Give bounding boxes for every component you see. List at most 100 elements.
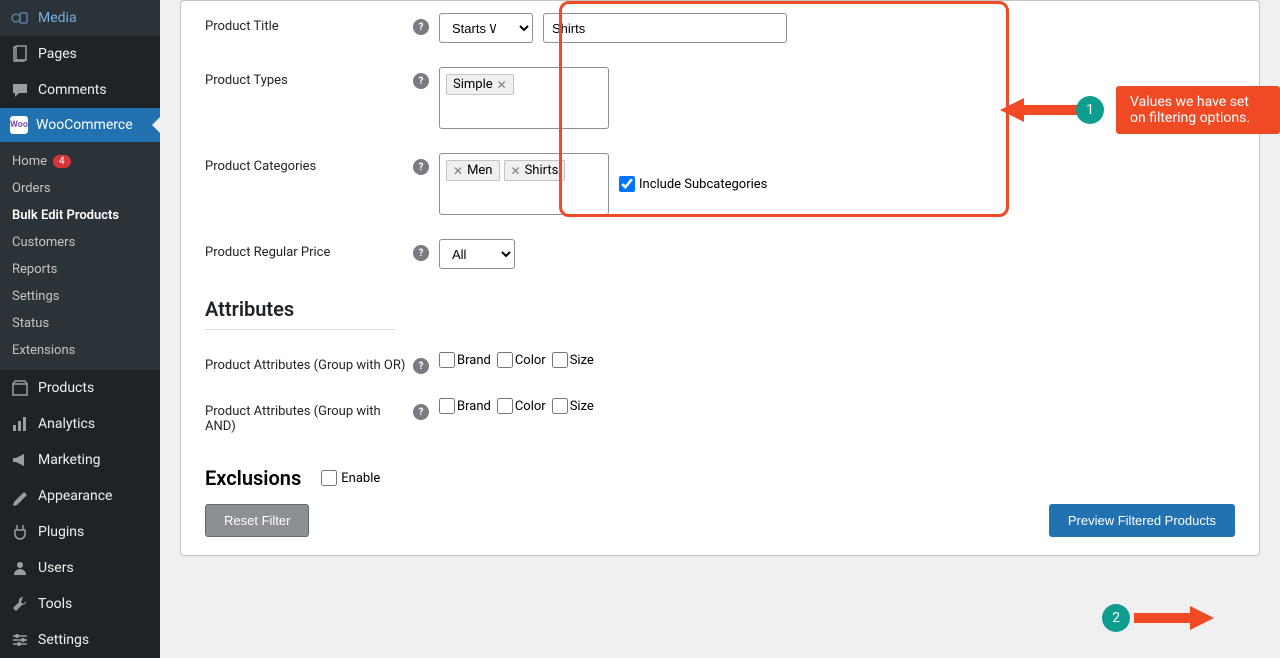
attr-checkbox-color[interactable] [497, 398, 513, 414]
sidebar-item-settings[interactable]: Settings [0, 622, 160, 658]
admin-sidebar: Media Pages Comments Woo WooCommerce Home4… [0, 0, 160, 658]
page-icon [10, 44, 30, 64]
exclusions-enable-checkbox[interactable] [321, 470, 337, 486]
tools-icon [10, 594, 30, 614]
label-product-categories: Product Categories [205, 153, 413, 174]
settings-icon [10, 630, 30, 650]
sidebar-item-label: WooCommerce [36, 117, 133, 133]
submenu-label: Status [12, 316, 49, 331]
filter-buttons-row: Reset Filter Preview Filtered Products [205, 504, 1235, 537]
attr-label: Brand [457, 399, 491, 414]
product-title-mode-select[interactable]: Starts With [439, 13, 533, 43]
tag-men: Men ✕ [446, 160, 500, 181]
submenu-item-settings[interactable]: Settings [0, 283, 160, 310]
tag-label: Shirts [525, 163, 559, 178]
row-attributes-and: Product Attributes (Group with AND) ? Br… [205, 386, 1235, 446]
attr-checkbox-size[interactable] [552, 352, 568, 368]
exclusions-enable-label: Enable [341, 471, 380, 486]
preview-filtered-button[interactable]: Preview Filtered Products [1049, 504, 1235, 537]
attr-checkbox-brand[interactable] [439, 398, 455, 414]
include-subcategories-checkbox-wrap[interactable]: Include Subcategories [619, 176, 767, 192]
product-title-input[interactable] [543, 13, 787, 43]
help-icon[interactable]: ? [413, 358, 429, 374]
attr-checkbox-brand[interactable] [439, 352, 455, 368]
attr-checkbox-size[interactable] [552, 398, 568, 414]
row-product-categories: Product Categories ? Men ✕ Shirts ✕ Include… [205, 141, 1235, 227]
attr-checkbox-color[interactable] [497, 352, 513, 368]
sidebar-item-label: Pages [38, 46, 77, 62]
attributes-heading: Attributes [205, 297, 1235, 329]
attr-label: Brand [457, 353, 491, 368]
woocommerce-icon: Woo [10, 116, 28, 134]
label-product-types: Product Types [205, 67, 413, 88]
attr-label: Size [570, 353, 594, 368]
arrow-right-icon [1134, 604, 1214, 632]
submenu-item-bulk-edit-products[interactable]: Bulk Edit Products [0, 202, 160, 229]
row-product-title: Product Title ? Starts With [205, 1, 1235, 55]
sidebar-item-users[interactable]: Users [0, 550, 160, 586]
sidebar-item-label: Plugins [38, 524, 84, 540]
sidebar-item-label: Users [38, 560, 74, 576]
reset-filter-button[interactable]: Reset Filter [205, 504, 309, 537]
attr-option-brand[interactable]: Brand [439, 398, 491, 414]
sidebar-item-label: Media [38, 10, 77, 26]
sidebar-item-products[interactable]: Products [0, 370, 160, 406]
include-subcategories-checkbox[interactable] [619, 176, 635, 192]
tag-label: Men [467, 163, 492, 178]
submenu-item-status[interactable]: Status [0, 310, 160, 337]
sidebar-item-label: Settings [38, 632, 89, 648]
submenu-item-home[interactable]: Home4 [0, 148, 160, 175]
product-types-tagbox[interactable]: Simple ✕ [439, 67, 609, 129]
attr-label: Color [515, 353, 546, 368]
analytics-icon [10, 414, 30, 434]
annotation-2: 2 [1102, 604, 1214, 632]
tag-shirts: Shirts ✕ [504, 160, 566, 181]
sidebar-item-appearance[interactable]: Appearance [0, 478, 160, 514]
sidebar-item-tools[interactable]: Tools [0, 586, 160, 622]
appearance-icon [10, 486, 30, 506]
label-product-title: Product Title [205, 13, 413, 34]
products-icon [10, 378, 30, 398]
sidebar-item-media[interactable]: Media [0, 0, 160, 36]
sidebar-item-analytics[interactable]: Analytics [0, 406, 160, 442]
product-categories-tagbox[interactable]: Men ✕ Shirts ✕ [439, 153, 609, 215]
exclusions-enable-wrap[interactable]: Enable [321, 470, 380, 486]
help-icon[interactable]: ? [413, 73, 429, 89]
sidebar-item-label: Comments [38, 82, 107, 98]
tag-label: Simple [453, 77, 493, 92]
plugins-icon [10, 522, 30, 542]
help-icon[interactable]: ? [413, 404, 429, 420]
sidebar-item-woocommerce[interactable]: Woo WooCommerce [0, 108, 160, 142]
attr-option-size[interactable]: Size [552, 352, 594, 368]
label-attributes-or: Product Attributes (Group with OR) [205, 352, 413, 373]
sidebar-item-pages[interactable]: Pages [0, 36, 160, 72]
submenu-label: Reports [12, 262, 57, 277]
row-exclusions: Exclusions Enable [205, 466, 1235, 490]
sidebar-item-label: Tools [38, 596, 72, 612]
tag-remove-icon[interactable]: ✕ [511, 165, 521, 177]
sidebar-item-label: Products [38, 380, 94, 396]
help-icon[interactable]: ? [413, 19, 429, 35]
tag-remove-icon[interactable]: ✕ [497, 79, 507, 91]
attr-option-brand[interactable]: Brand [439, 352, 491, 368]
sidebar-item-comments[interactable]: Comments [0, 72, 160, 108]
help-icon[interactable]: ? [413, 245, 429, 261]
attr-option-color[interactable]: Color [497, 352, 546, 368]
sidebar-item-plugins[interactable]: Plugins [0, 514, 160, 550]
attr-option-size[interactable]: Size [552, 398, 594, 414]
attr-label: Size [570, 399, 594, 414]
label-attributes-and: Product Attributes (Group with AND) [205, 398, 413, 434]
regular-price-select[interactable]: All [439, 239, 515, 269]
submenu-item-reports[interactable]: Reports [0, 256, 160, 283]
help-icon[interactable]: ? [413, 159, 429, 175]
submenu-item-orders[interactable]: Orders [0, 175, 160, 202]
submenu-item-extensions[interactable]: Extensions [0, 337, 160, 364]
attr-option-color[interactable]: Color [497, 398, 546, 414]
label-regular-price: Product Regular Price [205, 239, 413, 260]
submenu-item-customers[interactable]: Customers [0, 229, 160, 256]
submenu-label: Extensions [12, 343, 75, 358]
comment-icon [10, 80, 30, 100]
sidebar-item-marketing[interactable]: Marketing [0, 442, 160, 478]
tag-remove-icon[interactable]: ✕ [453, 165, 463, 177]
include-subcategories-label: Include Subcategories [639, 177, 767, 192]
